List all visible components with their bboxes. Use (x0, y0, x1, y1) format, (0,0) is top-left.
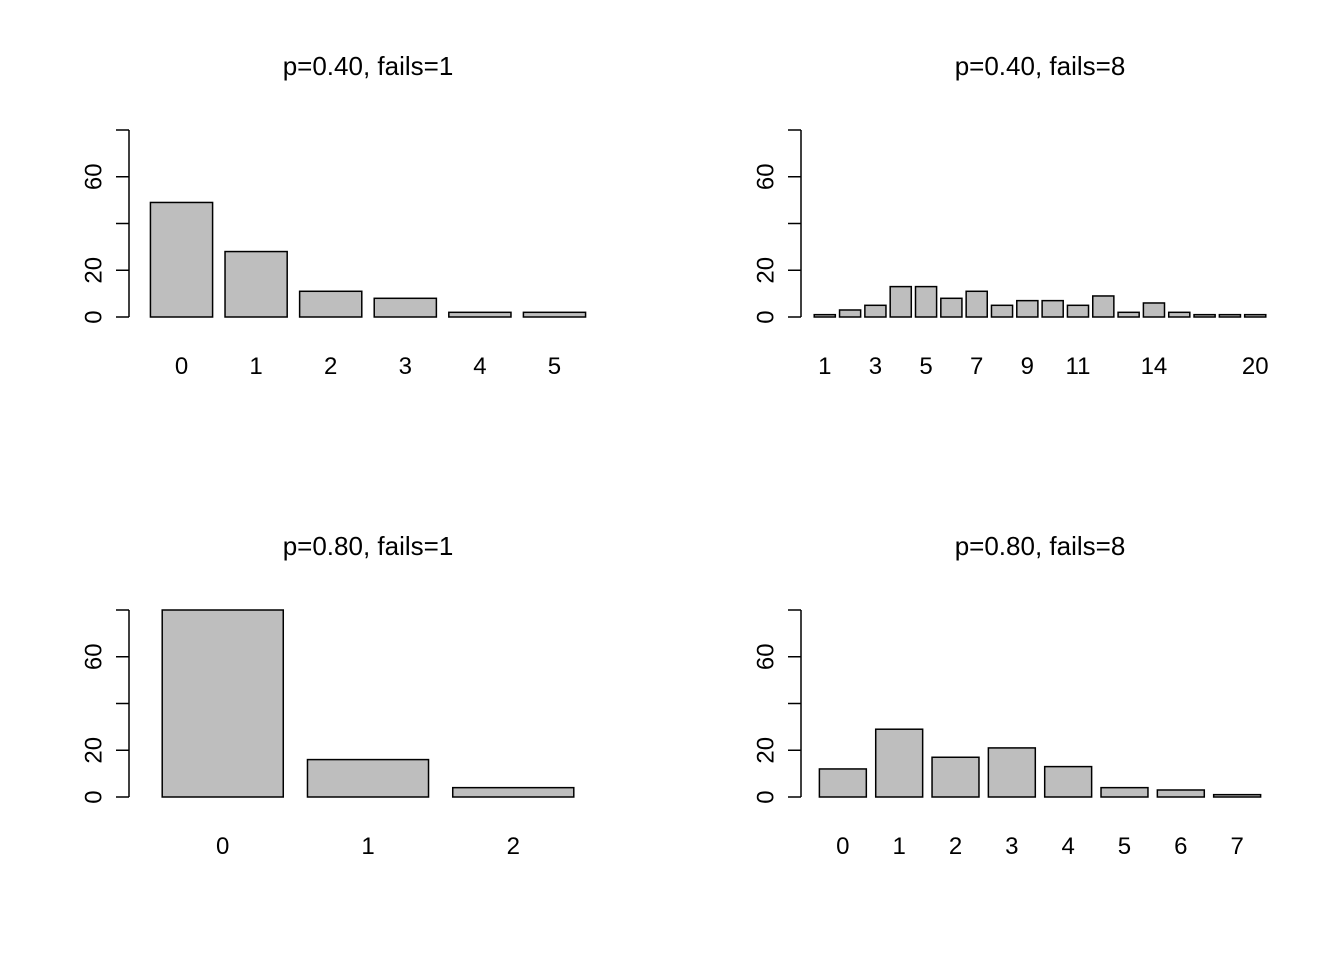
x-tick-label: 3 (1005, 833, 1018, 860)
bar-11 (1066, 304, 1090, 318)
bar-0 (149, 201, 214, 318)
bar-12 (1092, 295, 1115, 318)
x-tick-label: 1 (361, 833, 374, 860)
x-tick-label: 0 (216, 833, 229, 860)
bar-10 (1041, 299, 1064, 318)
x-tick-label: 6 (1174, 833, 1187, 860)
bar-0 (818, 768, 868, 798)
x-tick-label: 9 (1021, 353, 1034, 380)
y-tick-label: 60 (752, 643, 779, 670)
x-tick-label: 1 (249, 353, 262, 380)
bar-3 (373, 297, 438, 318)
x-tick-label: 7 (1230, 833, 1243, 860)
x-tick-label: 7 (970, 353, 983, 380)
bar-3 (864, 304, 887, 318)
bar-2 (298, 290, 363, 318)
bar-8 (990, 304, 1014, 318)
bar-1 (813, 313, 837, 318)
chart-title: p=0.80, fails=8 (955, 531, 1126, 561)
x-tick-label: 20 (1242, 353, 1269, 380)
bar-19 (1218, 313, 1242, 318)
bar-5 (522, 311, 587, 318)
bar-4 (889, 285, 913, 318)
x-tick-label: 3 (399, 353, 412, 380)
bar-18 (1193, 313, 1216, 318)
chart-title: p=0.40, fails=8 (955, 51, 1126, 81)
chart-panel-3: p=0.80, fails=1 0 20 60 0 1 2 (80, 531, 575, 860)
bar-4 (448, 311, 512, 318)
bar-5 (914, 285, 938, 318)
x-tick-label: 2 (507, 833, 520, 860)
chart-title: p=0.40, fails=1 (283, 51, 454, 81)
x-tick-label: 11 (1066, 353, 1091, 380)
x-tick-label: 3 (869, 353, 882, 380)
x-tick-label: 4 (1061, 833, 1074, 860)
chart-panel-4: p=0.80, fails=8 0 20 60 0 1 2 3 4 5 6 7 (752, 531, 1262, 860)
y-tick-label: 60 (752, 163, 779, 190)
bar-14 (1142, 302, 1166, 318)
x-tick-label: 5 (1118, 833, 1131, 860)
y-tick-label: 0 (80, 310, 107, 323)
bar-9 (1016, 299, 1039, 318)
bar-2 (838, 309, 862, 318)
x-tick-label: 2 (949, 833, 962, 860)
x-tick-label: 5 (919, 353, 932, 380)
y-tick-label: 0 (752, 310, 779, 323)
bar-2 (931, 756, 980, 798)
bar-5 (1100, 786, 1149, 798)
x-tick-label: 0 (175, 353, 188, 380)
x-tick-label: 5 (548, 353, 561, 380)
chart-panel-2: p=0.40, fails=8 0 20 60 1 3 5 7 9 11 14 20 (752, 51, 1268, 380)
x-tick-label: 0 (836, 833, 849, 860)
bar-6 (1156, 789, 1206, 798)
chart-title: p=0.80, fails=1 (283, 531, 454, 561)
bar-1 (874, 728, 924, 798)
x-tick-label: 1 (893, 833, 906, 860)
y-tick-label: 60 (80, 643, 107, 670)
y-tick-label: 20 (80, 737, 107, 764)
y-tick-label: 20 (80, 257, 107, 284)
bar-15 (1167, 311, 1191, 318)
bar-7 (965, 290, 988, 318)
bar-2 (451, 786, 575, 798)
bar-0 (161, 609, 285, 798)
bar-1 (224, 250, 288, 318)
x-tick-label: 4 (473, 353, 486, 380)
bar-7 (1212, 793, 1262, 798)
x-tick-label: 1 (818, 353, 831, 380)
bar-4 (1043, 765, 1093, 798)
x-tick-label: 14 (1141, 353, 1168, 380)
y-tick-label: 20 (752, 257, 779, 284)
bar-13 (1117, 311, 1140, 318)
y-tick-label: 20 (752, 737, 779, 764)
y-tick-label: 60 (80, 163, 107, 190)
bar-20 (1243, 313, 1267, 318)
chart-panel-1: p=0.40, fails=1 0 20 60 0 1 2 3 4 5 (80, 51, 587, 380)
bar-1 (306, 758, 430, 798)
y-tick-label: 0 (752, 790, 779, 803)
y-tick-label: 0 (80, 790, 107, 803)
x-tick-label: 2 (324, 353, 337, 380)
bar-3 (987, 747, 1037, 798)
bar-6 (940, 297, 963, 318)
